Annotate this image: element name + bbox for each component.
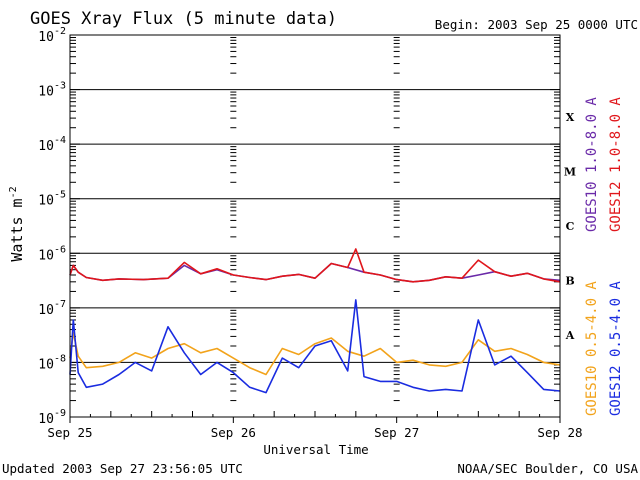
y-tick-label: 10-9 [38,408,66,427]
chart-title: GOES Xray Flux (5 minute data) [30,9,337,29]
y-tick-base: 10 [38,248,54,263]
y-tick-base: 10 [38,194,54,209]
flare-class-label: M [564,165,576,178]
series-line [69,248,561,283]
y-tick-label: 10-4 [38,135,66,154]
x-tick-label: Sep 27 [374,425,419,440]
decade-grid [70,89,560,363]
y-tick-label: 10-5 [38,190,66,209]
x-tick-labels: Sep 25 Sep 26 Sep 27 Sep 28 [47,425,582,440]
y-tick-label: 10-2 [38,26,66,45]
plot-frame [69,34,561,418]
y-tick-base: 10 [38,303,54,318]
flare-class-label: X [566,111,575,124]
y-tick-exp: -3 [54,81,66,92]
y-tick-exp: -9 [54,408,66,419]
legend-label: GOES12 0.5-4.0 A [608,281,624,416]
y-tick-exp: -4 [54,135,66,146]
y-tick-label: 10-6 [38,244,66,263]
legend-label: GOES10 1.0-8.0 A [584,97,600,232]
y-tick-labels: 10-210-310-410-510-610-710-810-9 [38,26,66,427]
legend-entry: GOES10 1.0-8.0 A [584,97,600,232]
y-tick-base: 10 [38,412,54,427]
flare-class-label: A [565,329,575,342]
y-tick-exp: -5 [54,190,66,201]
legend: GOES10 1.0-8.0 A GOES12 1.0-8.0 A GOES10 0… [584,97,624,416]
source-text: NOAA/SEC Boulder, CO USA [457,461,638,476]
svg-text:Watts m-2: Watts m-2 [8,186,26,261]
y-tick-exp: -6 [54,244,66,255]
x-tick-label: Sep 28 [537,425,582,440]
y-tick-exp: -7 [54,299,66,310]
legend-entry: GOES12 0.5-4.0 A [608,281,624,416]
x-axis-label: Universal Time [263,442,368,457]
y-tick-base: 10 [38,85,54,100]
flare-class-labels: X M C B A [564,111,576,342]
series-line [69,299,561,394]
flare-class-label: B [565,275,574,288]
updated-text: Updated 2003 Sep 27 23:56:05 UTC [2,461,243,476]
series-line [69,331,561,376]
y-tick-exp: -2 [54,26,66,37]
y-tick-label: 10-7 [38,299,66,318]
y-axis-label-exp: -2 [8,186,19,198]
y-tick-exp: -8 [54,353,66,364]
x-tick-label: Sep 26 [211,425,256,440]
y-tick-base: 10 [38,357,54,372]
flare-class-label: C [566,220,575,233]
y-tick-base: 10 [38,30,54,45]
y-tick-base: 10 [38,139,54,154]
legend-label: GOES12 1.0-8.0 A [608,97,624,232]
y-tick-label: 10-3 [38,81,66,100]
legend-entry: GOES10 0.5-4.0 A [584,281,600,416]
x-tick-label: Sep 25 [47,425,92,440]
legend-label: GOES10 0.5-4.0 A [584,281,600,416]
y-axis-label-base: Watts m [8,198,26,261]
y-axis-label: Watts m-2 [8,186,26,261]
data-series [69,248,561,394]
begin-label: Begin: 2003 Sep 25 0000 UTC [435,17,638,32]
axis-ticks [69,36,561,423]
y-tick-label: 10-8 [38,353,66,372]
legend-entry: GOES12 1.0-8.0 A [608,97,624,232]
